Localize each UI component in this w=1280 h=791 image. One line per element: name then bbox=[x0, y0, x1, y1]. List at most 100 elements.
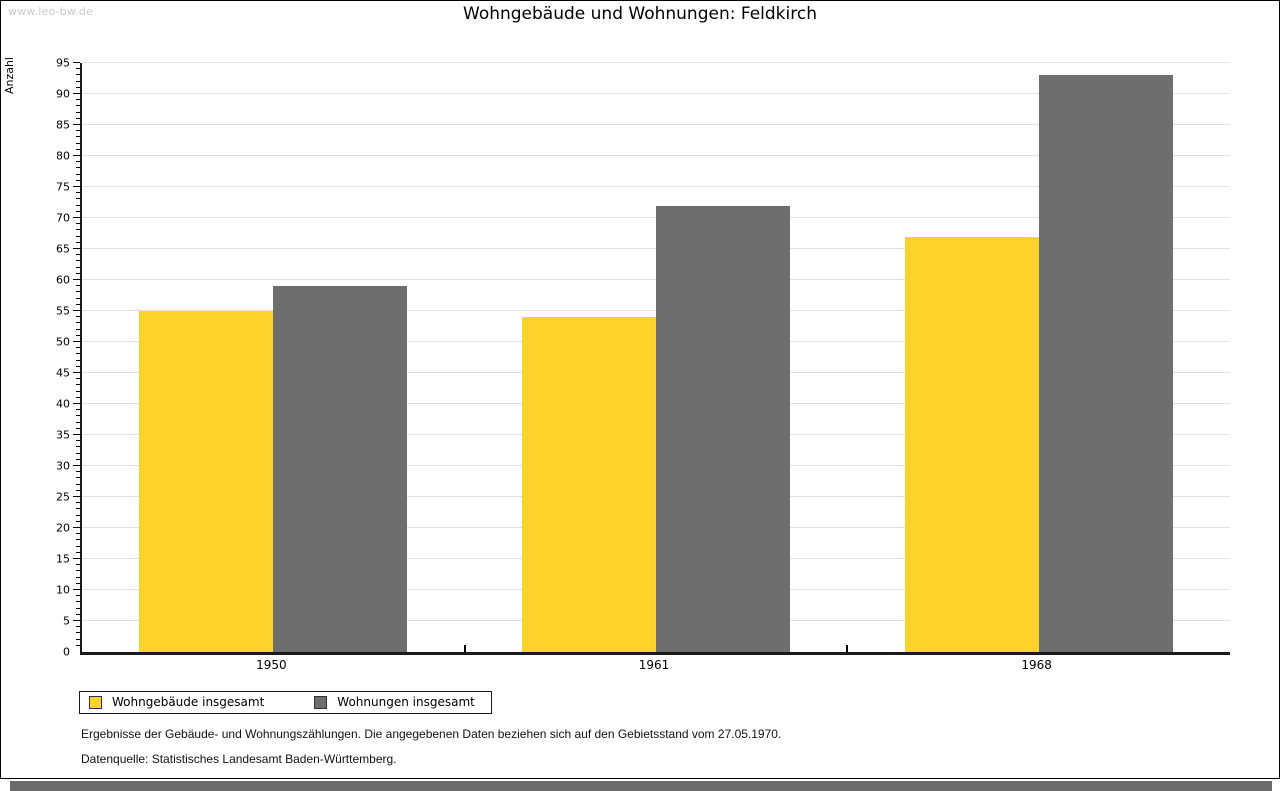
y-minor-tick bbox=[76, 136, 80, 138]
y-minor-tick bbox=[76, 328, 80, 330]
y-minor-tick bbox=[76, 595, 80, 597]
legend-swatch-icon bbox=[314, 695, 328, 709]
y-minor-tick bbox=[76, 80, 80, 82]
y-minor-tick bbox=[76, 539, 80, 541]
bar bbox=[522, 317, 656, 652]
y-minor-tick bbox=[76, 378, 80, 380]
category-label: 1950 bbox=[256, 658, 287, 672]
y-minor-tick bbox=[76, 564, 80, 566]
y-minor-tick bbox=[76, 272, 80, 274]
y-minor-tick bbox=[76, 601, 80, 603]
y-axis-label: Anzahl bbox=[3, 57, 16, 95]
y-major-tick bbox=[73, 279, 80, 280]
y-minor-tick bbox=[76, 297, 80, 299]
y-minor-tick bbox=[76, 86, 80, 88]
y-tick-label: 50 bbox=[56, 335, 70, 349]
y-minor-tick bbox=[76, 427, 80, 429]
y-minor-tick bbox=[76, 613, 80, 615]
y-minor-tick bbox=[76, 409, 80, 411]
y-minor-tick bbox=[76, 241, 80, 243]
y-minor-tick bbox=[76, 334, 80, 336]
y-tick-label: 45 bbox=[56, 366, 70, 380]
y-minor-tick bbox=[76, 322, 80, 324]
y-major-tick bbox=[73, 124, 80, 125]
bar bbox=[656, 205, 790, 652]
legend-label: Wohnungen insgesamt bbox=[337, 695, 475, 709]
y-tick-label: 0 bbox=[63, 645, 70, 659]
y-minor-tick bbox=[76, 117, 80, 119]
chart-title: Wohngebäude und Wohnungen: Feldkirch bbox=[463, 4, 817, 24]
y-minor-tick bbox=[76, 167, 80, 169]
y-minor-tick bbox=[76, 192, 80, 194]
y-minor-tick bbox=[76, 632, 80, 634]
y-minor-tick bbox=[76, 99, 80, 101]
y-major-tick bbox=[73, 527, 80, 528]
y-minor-tick bbox=[76, 291, 80, 293]
y-minor-tick bbox=[76, 545, 80, 547]
y-major-tick bbox=[73, 496, 80, 497]
gridline bbox=[82, 124, 1230, 125]
y-minor-tick bbox=[76, 576, 80, 578]
bar-group-1950 bbox=[82, 63, 465, 652]
y-minor-tick bbox=[76, 68, 80, 70]
y-minor-tick bbox=[76, 365, 80, 367]
y-minor-tick bbox=[76, 130, 80, 132]
y-minor-tick bbox=[76, 204, 80, 206]
y-tick-label: 75 bbox=[56, 180, 70, 194]
footnote-datasource: Datenquelle: Statistisches Landesamt Bad… bbox=[81, 752, 397, 766]
x-boundary-tick bbox=[846, 645, 849, 652]
y-minor-tick bbox=[76, 607, 80, 609]
y-minor-tick bbox=[76, 440, 80, 442]
y-major-tick bbox=[73, 310, 80, 311]
y-minor-tick bbox=[76, 644, 80, 646]
footnote-methodology: Ergebnisse der Gebäude- und Wohnungszähl… bbox=[81, 727, 782, 741]
legend-label: Wohngebäude insgesamt bbox=[112, 695, 265, 709]
y-tick-label: 55 bbox=[56, 304, 70, 318]
plot-area: 0 5 10 15 20 25 30 35 40 45 50 55 60 65 70 75 80 85 90 95 bbox=[56, 58, 1230, 658]
legend-swatch-icon bbox=[89, 695, 102, 709]
y-minor-tick bbox=[76, 266, 80, 268]
y-major-tick bbox=[73, 248, 80, 249]
x-axis-labels: 1950 1961 1968 bbox=[80, 658, 1228, 672]
y-major-tick bbox=[73, 620, 80, 621]
y-minor-tick bbox=[76, 390, 80, 392]
gridline bbox=[82, 62, 1230, 63]
bar bbox=[139, 311, 274, 652]
y-major-tick bbox=[73, 372, 80, 373]
y-tick-label: 30 bbox=[56, 459, 70, 473]
y-tick-label: 85 bbox=[56, 118, 70, 132]
y-major-tick bbox=[73, 465, 80, 466]
y-tick-label: 70 bbox=[56, 211, 70, 225]
category-label: 1968 bbox=[1021, 658, 1052, 672]
y-minor-tick bbox=[76, 421, 80, 423]
window-drop-shadow bbox=[10, 781, 1272, 791]
y-tick-label: 40 bbox=[56, 397, 70, 411]
y-tick-label: 80 bbox=[56, 149, 70, 163]
y-minor-tick bbox=[76, 179, 80, 181]
y-minor-tick bbox=[76, 489, 80, 491]
bar-group-1968 bbox=[847, 63, 1230, 652]
y-minor-tick bbox=[76, 111, 80, 113]
legend-item: Wohngebäude insgesamt bbox=[89, 695, 264, 709]
y-minor-tick bbox=[76, 353, 80, 355]
y-minor-tick bbox=[76, 471, 80, 473]
y-minor-tick bbox=[76, 551, 80, 553]
gridline bbox=[82, 186, 1230, 188]
legend: Wohngebäude insgesamt Wohnungen insgesamt bbox=[79, 691, 492, 714]
y-minor-tick bbox=[76, 235, 80, 237]
y-tick-label: 65 bbox=[56, 242, 70, 256]
y-minor-tick bbox=[76, 384, 80, 386]
y-major-tick bbox=[73, 186, 80, 188]
y-minor-tick bbox=[76, 626, 80, 628]
y-major-tick bbox=[73, 341, 80, 342]
y-minor-tick bbox=[76, 210, 80, 212]
gridline bbox=[82, 155, 1230, 156]
y-minor-tick bbox=[76, 415, 80, 417]
y-tick-label: 95 bbox=[56, 56, 70, 70]
y-minor-tick bbox=[76, 446, 80, 448]
y-tick-label: 60 bbox=[56, 273, 70, 287]
y-tick-label: 5 bbox=[63, 614, 70, 628]
y-minor-tick bbox=[76, 452, 80, 454]
y-minor-tick bbox=[76, 223, 80, 225]
